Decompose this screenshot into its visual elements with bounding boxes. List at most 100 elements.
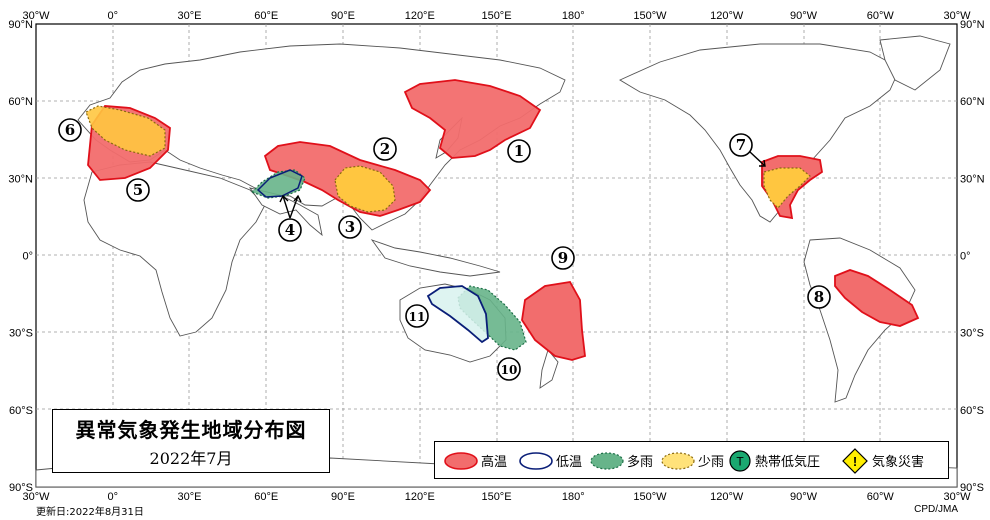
- left-lat-label: 60°N: [8, 96, 33, 108]
- left-lat-label: 60°S: [9, 405, 33, 417]
- region-4-low-temp-outline: [256, 169, 303, 198]
- top-lon-label: 180°: [562, 10, 585, 22]
- legend-item-weather-disaster: ! 気象災害: [842, 448, 924, 474]
- badge-11: 11: [405, 304, 429, 328]
- svg-text:11: 11: [409, 310, 426, 324]
- legend-item-low-temp: 低温: [519, 452, 582, 470]
- bottom-lon-label: 30°E: [178, 491, 202, 503]
- badge-1: 1: [507, 139, 531, 163]
- legend-item-high-temp: 高温: [444, 452, 507, 470]
- top-lon-label: 90°E: [331, 10, 355, 22]
- badge-9: 9: [551, 246, 575, 270]
- right-lat-label: 60°N: [960, 96, 985, 108]
- top-lon-label: 30°E: [178, 10, 202, 22]
- south-asia-land: [248, 187, 323, 237]
- bottom-lon-label: 60°E: [254, 491, 278, 503]
- top-lon-label: 120°W: [710, 10, 744, 22]
- bottom-lon-label: 60°W: [867, 491, 895, 503]
- map-subtitle: 2022年7月: [149, 449, 233, 468]
- badge-5: 5: [126, 178, 150, 202]
- maritime-asia-land: [370, 239, 501, 277]
- svg-text:1: 1: [514, 142, 524, 160]
- bottom-lon-label: 90°W: [790, 491, 818, 503]
- region-11-low-temp: [426, 285, 489, 344]
- bottom-lon-label: 30°W: [22, 491, 50, 503]
- right-lat-label: 90°S: [960, 482, 984, 494]
- legend-item-light-rain: 少雨: [661, 452, 724, 470]
- legend-label-high-temp: 高温: [481, 454, 507, 470]
- legend-label-light-rain: 少雨: [698, 455, 724, 470]
- svg-text:6: 6: [65, 121, 75, 139]
- svg-text:!: !: [853, 454, 857, 469]
- right-lat-label: 60°S: [960, 405, 984, 417]
- svg-text:7: 7: [736, 136, 746, 154]
- svg-text:4: 4: [285, 221, 295, 239]
- legend-label-low-temp: 低温: [556, 455, 582, 470]
- greenland-land: [879, 35, 951, 91]
- top-lon-label: 60°W: [867, 10, 895, 22]
- left-lat-label: 30°N: [8, 173, 33, 185]
- region-7-light-rain: [763, 167, 811, 209]
- legend-item-heavy-rain: 多雨: [590, 452, 653, 470]
- top-lon-label: 30°W: [22, 10, 50, 22]
- bottom-lon-label: 120°W: [710, 491, 744, 503]
- top-lon-label: 150°W: [633, 10, 667, 22]
- top-lon-label: 120°E: [405, 10, 435, 22]
- svg-text:9: 9: [558, 249, 568, 267]
- svg-text:2: 2: [380, 140, 390, 158]
- warning-diamond-icon: [842, 448, 868, 474]
- badge-6: 6: [58, 118, 82, 142]
- new-zealand-land: [539, 349, 559, 389]
- right-lat-label: 90°N: [960, 19, 985, 31]
- legend-label-weather-disaster: 気象災害: [872, 454, 924, 470]
- right-lat-label: 0°: [960, 251, 971, 263]
- bottom-lon-label: 150°E: [481, 491, 511, 503]
- bottom-lon-label: 150°W: [633, 491, 667, 503]
- left-lat-label: 90°S: [9, 482, 33, 494]
- bottom-lon-label: 30°W: [943, 491, 971, 503]
- svg-text:8: 8: [814, 288, 824, 306]
- tropical-cyclone-icon: [729, 450, 751, 472]
- legend-graphics: 高温 低温 多雨 少雨 T 熱帯低気圧 ! 気象災害: [444, 448, 924, 474]
- top-lon-label: 30°W: [943, 10, 971, 22]
- svg-text:5: 5: [133, 181, 143, 199]
- svg-text:T: T: [736, 455, 744, 469]
- map-title: 異常気象発生地域分布図: [75, 418, 307, 442]
- right-lat-label: 30°N: [960, 173, 985, 185]
- top-longitude-labels: 30°W 0° 30°E 60°E 90°E 120°E 150°E 180° 150°W 120…: [22, 10, 971, 22]
- bottom-lon-label: 0°: [107, 491, 118, 503]
- badge-4: 4: [278, 218, 302, 242]
- legend: 高温 低温 多雨 少雨 T 熱帯低気圧 ! 気象災害: [434, 441, 949, 479]
- svg-text:10: 10: [501, 363, 518, 377]
- region-9-high-temp: [521, 281, 586, 361]
- event-badges: 1 2 3 4 5 6 7 8 9 10 11: [58, 118, 831, 381]
- badge-8: 8: [807, 285, 831, 309]
- badge-3: 3: [338, 215, 362, 239]
- left-lat-label: 0°: [22, 251, 33, 263]
- badge-2: 2: [373, 137, 397, 161]
- bottom-longitude-labels: 30°W 0° 30°E 60°E 90°E 120°E 150°E 180° 150°W 120…: [22, 491, 971, 503]
- credit-label: CPD/JMA: [914, 504, 958, 515]
- pointer-arrows: [279, 151, 766, 219]
- right-latitude-labels: 90°N 60°N 30°N 0° 30°S 60°S 90°S: [960, 19, 985, 494]
- legend-item-tropical-cyclone: T 熱帯低気圧: [729, 450, 820, 472]
- bottom-lon-label: 90°E: [331, 491, 355, 503]
- badge-7: 7: [729, 133, 753, 157]
- updated-date: 更新日:2022年8月31日: [36, 507, 144, 518]
- svg-text:3: 3: [345, 218, 355, 236]
- bottom-lon-label: 120°E: [405, 491, 435, 503]
- top-lon-label: 60°E: [254, 10, 278, 22]
- region-1-high-temp: [403, 79, 542, 159]
- top-lon-label: 90°W: [790, 10, 818, 22]
- africa-land: [83, 161, 266, 337]
- legend-label-tropical-cyclone: 熱帯低気圧: [755, 454, 820, 470]
- anomaly-regions: [85, 79, 920, 361]
- left-lat-label: 90°N: [8, 19, 33, 31]
- top-lon-label: 150°E: [481, 10, 511, 22]
- badge-10: 10: [497, 357, 521, 381]
- region-3-light-rain: [334, 165, 396, 213]
- left-latitude-labels: 90°N 60°N 30°N 0° 30°S 60°S 90°S: [8, 19, 33, 494]
- region-8-high-temp: [834, 269, 920, 327]
- region-6-light-rain: [85, 105, 166, 157]
- right-lat-label: 30°S: [960, 328, 984, 340]
